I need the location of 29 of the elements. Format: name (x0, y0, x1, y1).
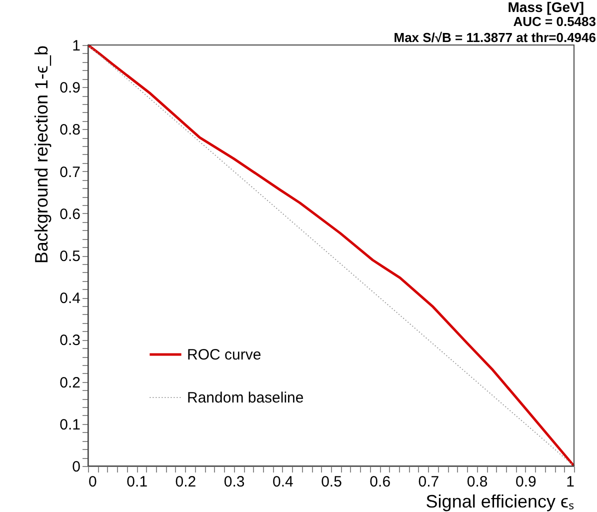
x-tick-label: 0.7 (418, 474, 440, 490)
x-tick-label: 0.9 (515, 474, 536, 490)
legend-label: Random baseline (187, 390, 304, 406)
x-tick-label: 0 (88, 474, 97, 490)
y-tick-label: 0.5 (60, 248, 80, 265)
y-tick-label: 0.2 (60, 374, 80, 392)
y-tick-label: 0.6 (60, 206, 80, 223)
y-tick-label: 0.1 (60, 416, 80, 434)
y-tick-label: 1 (72, 38, 80, 54)
y-axis-title: Background rejection 1-ϵ_b (32, 46, 52, 264)
y-tick-label: 0.9 (60, 80, 80, 97)
x-tick-label: 0.6 (370, 474, 391, 490)
x-tick-label: 0.2 (175, 474, 196, 490)
text: AUC = 0.5483 (513, 14, 596, 29)
legend-label: ROC curve (187, 346, 262, 364)
x-tick-label: 0.4 (272, 474, 294, 490)
y-tick-label: 0 (72, 458, 80, 476)
x-tick-label: 0.1 (126, 474, 148, 490)
x-tick-label: 0.8 (466, 474, 488, 490)
y-tick-label: 0.4 (60, 290, 80, 308)
chart-title: Mass [GeV] (508, 0, 584, 15)
y-tick-label: 0.7 (60, 164, 80, 181)
text: Max S/√B = 11.3877 at thr=0.4946 (394, 30, 596, 45)
x-tick-label: 0.3 (224, 474, 245, 490)
y-tick-label: 0.3 (60, 332, 80, 350)
x-tick-label: 0.5 (321, 474, 342, 490)
x-axis-title: Signal efficiency ϵₛ (426, 492, 574, 512)
y-tick-label: 0.8 (60, 122, 80, 139)
x-tick-label: 1 (566, 474, 574, 490)
